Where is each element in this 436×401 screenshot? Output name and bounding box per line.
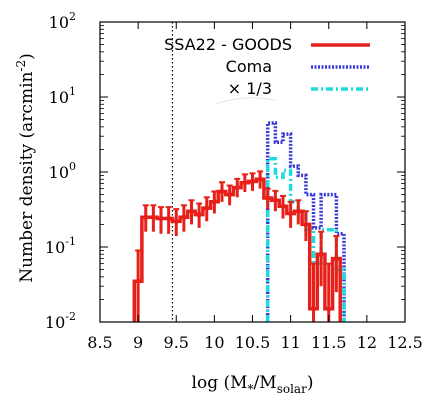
data-point-8: [196, 212, 202, 218]
y-tick-label-4: 102: [49, 10, 76, 32]
y-tick-label-0: 10-2: [45, 310, 76, 332]
data-point-9: [204, 205, 210, 211]
legend-ssa22-label: SSA22 - GOODS: [164, 35, 292, 54]
x-tick-label-0: 8.5: [87, 333, 112, 352]
x-tick-label-7: 12: [357, 333, 377, 352]
data-point-15: [249, 178, 256, 184]
legend-one-third-label: × 1/3: [228, 79, 272, 98]
y-tick-label-3: 101: [49, 85, 76, 107]
series-one-third: [265, 157, 346, 322]
series-ssa22-goods: [132, 177, 342, 322]
series-coma: [265, 121, 346, 322]
x-tick-label-6: 11.5: [311, 333, 347, 352]
data-point-5: [173, 218, 179, 224]
data-point-14: [242, 180, 248, 186]
data-point-4: [166, 215, 172, 222]
y-axis-title: Number density (arcmin-2): [14, 53, 37, 283]
data-point-16: [257, 176, 263, 182]
x-tick-label-3: 10: [204, 333, 224, 352]
data-point-12: [227, 191, 233, 198]
data-point-22: [303, 221, 309, 228]
data-point-1: [143, 214, 149, 220]
data-point-18: [272, 197, 278, 203]
data-point-24: [318, 251, 324, 257]
data-point-25: [326, 306, 332, 312]
data-point-26: [333, 256, 339, 262]
data-point-3: [158, 215, 164, 222]
data-point-13: [234, 184, 240, 191]
data-point-6: [181, 214, 187, 220]
data-point-19: [280, 203, 286, 209]
x-tick-label-4: 10.5: [235, 333, 271, 352]
legend-coma-label: Coma: [226, 57, 272, 76]
data-point-20: [288, 210, 294, 217]
x-tick-label-2: 9.5: [164, 333, 189, 352]
data-point-17: [265, 195, 271, 201]
x-tick-label-1: 9: [133, 333, 143, 352]
data-point-23: [310, 306, 317, 312]
x-tick-label-5: 11: [280, 333, 300, 352]
data-point-10: [211, 199, 217, 205]
data-point-2: [150, 214, 156, 220]
data-point-11: [219, 188, 225, 195]
data-point-0: [135, 278, 141, 284]
y-tick-label-1: 10-1: [45, 235, 76, 257]
x-axis-title: log (M*/Msolar): [192, 373, 314, 396]
y-tick-label-2: 100: [49, 160, 76, 182]
x-tick-label-8: 12.5: [387, 333, 423, 352]
faint-curve: [214, 97, 276, 105]
data-point-7: [188, 208, 195, 214]
data-point-21: [295, 208, 301, 214]
